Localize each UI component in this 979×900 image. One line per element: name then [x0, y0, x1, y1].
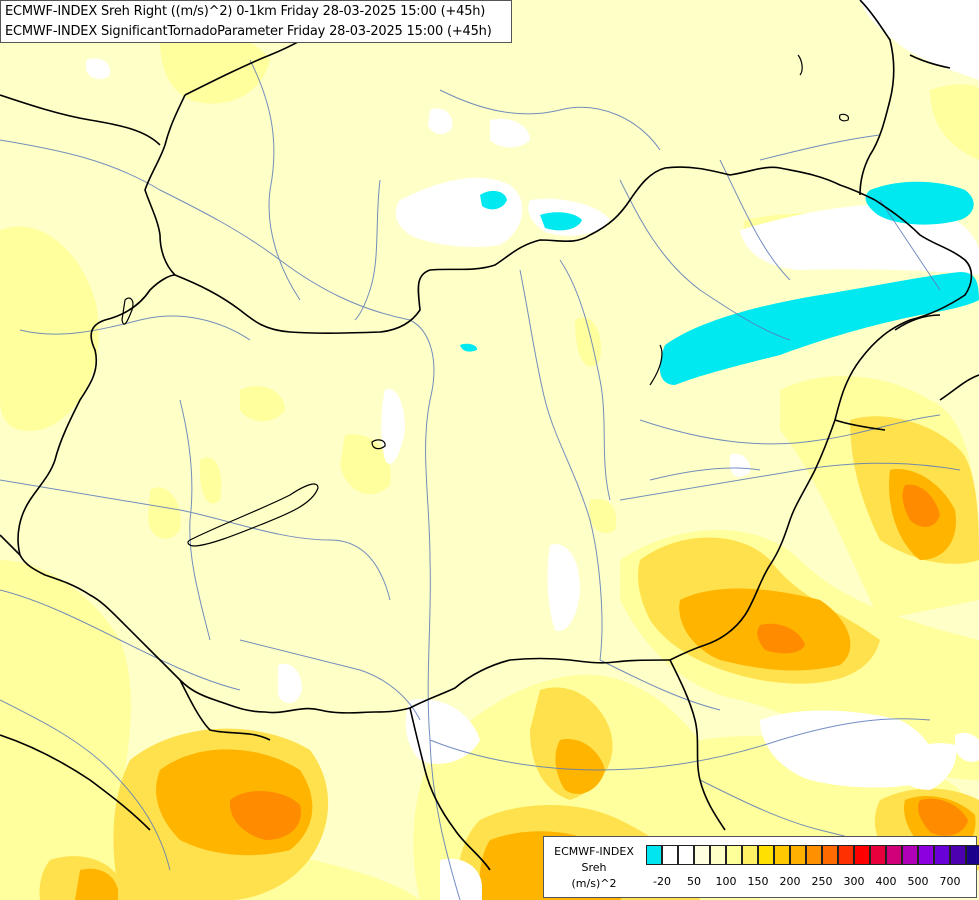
legend-swatch	[710, 845, 726, 865]
lake-north-outline	[797, 54, 803, 76]
sreh-cyan-areas	[460, 181, 979, 864]
legend-swatch	[662, 845, 678, 865]
legend-swatch	[806, 845, 822, 865]
legend-tick-label: 300	[843, 875, 865, 888]
legend-swatch	[726, 845, 742, 865]
legend-title-unit: (m/s)^2	[571, 877, 617, 890]
legend-tick-label: 100	[715, 875, 737, 888]
legend-swatch	[854, 845, 870, 865]
legend-swatch	[886, 845, 902, 865]
country-borders	[0, 0, 979, 871]
map-title-line-1: ECMWF-INDEX Sreh Right ((m/s)^2) 0-1km F…	[5, 4, 486, 19]
legend-tick-label: 150	[747, 875, 769, 888]
legend-swatch	[966, 845, 979, 865]
color-legend: ECMWF-INDEX Sreh (m/s)^2 -20 50 100 150 200 2…	[543, 836, 979, 898]
lakes	[121, 54, 850, 547]
rivers	[0, 59, 961, 900]
legend-swatch	[742, 845, 758, 865]
legend-swatch	[822, 845, 838, 865]
river-tisza-outline	[649, 344, 663, 386]
lake-small-outline	[371, 439, 386, 450]
legend-tick-label: 250	[811, 875, 833, 888]
legend-tick-label: 400	[875, 875, 897, 888]
legend-swatch	[918, 845, 934, 865]
lake-north-small-outline	[838, 113, 850, 122]
legend-swatch	[950, 845, 966, 865]
legend-swatch	[790, 845, 806, 865]
legend-swatch	[934, 845, 950, 865]
legend-tick-label: 500	[907, 875, 929, 888]
legend-swatch	[646, 845, 662, 865]
legend-title-model: ECMWF-INDEX	[554, 845, 634, 858]
legend-tick-label: 200	[779, 875, 801, 888]
legend-swatch	[870, 845, 886, 865]
lake-west-outline	[121, 297, 134, 325]
map-title-line-2: ECMWF-INDEX SignificantTornadoParameter …	[5, 24, 492, 39]
legend-swatch	[758, 845, 774, 865]
legend-swatch	[902, 845, 918, 865]
legend-swatch	[694, 845, 710, 865]
legend-swatch	[678, 845, 694, 865]
sreh-dark-orange-areas	[229, 484, 968, 840]
legend-swatch	[774, 845, 790, 865]
map-title-box: ECMWF-INDEX Sreh Right ((m/s)^2) 0-1km F…	[0, 0, 512, 43]
legend-swatch	[838, 845, 854, 865]
lake-balaton-outline	[187, 483, 319, 547]
legend-tick-label: 50	[687, 875, 701, 888]
legend-tick-label: -20	[653, 875, 671, 888]
legend-title-parameter: Sreh	[581, 861, 607, 874]
legend-tick-label: 700	[939, 875, 961, 888]
